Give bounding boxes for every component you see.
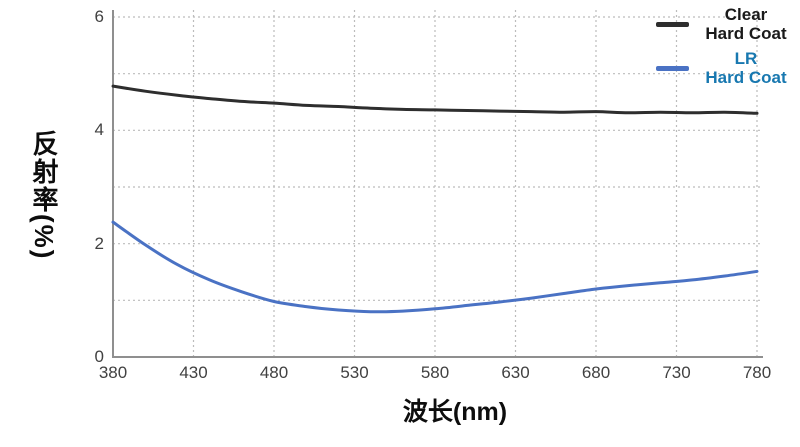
legend-label-lr-hard-coat: LR Hard Coat xyxy=(698,49,794,87)
x-axis-title: 波长(nm) xyxy=(402,398,508,426)
legend-entry-lr-hard-coat: LR Hard Coat xyxy=(656,49,794,87)
y-tick-label: 6 xyxy=(94,7,104,26)
y-tick-label: 2 xyxy=(94,233,104,253)
x-tick-label: 430 xyxy=(179,363,208,382)
x-tick-label: 780 xyxy=(742,363,772,382)
legend-label-line1: LR xyxy=(734,49,758,68)
x-tick-label: 630 xyxy=(501,363,530,382)
x-tick-label: 480 xyxy=(259,363,289,382)
x-tick-label: 580 xyxy=(420,363,450,382)
series-line-lr-hard-coat xyxy=(111,220,759,314)
x-tick-label: 380 xyxy=(98,363,128,382)
clear-hard-coat-line-swatch xyxy=(656,21,689,27)
legend-label-line1: Clear xyxy=(724,5,768,24)
legend-label-line2: Hard Coat xyxy=(705,68,787,87)
legend-label-line2: Hard Coat xyxy=(705,24,787,43)
y-tick-label: 0 xyxy=(94,347,104,366)
lr-hard-coat-line-swatch xyxy=(656,65,689,71)
legend: Clear Hard Coat LR Hard Coat xyxy=(656,5,794,87)
x-tick-label: 530 xyxy=(340,363,369,382)
x-tick-label: 730 xyxy=(662,363,691,382)
series-line-clear-hard-coat xyxy=(111,84,759,115)
legend-entry-clear-hard-coat: Clear Hard Coat xyxy=(656,5,794,43)
legend-label-clear-hard-coat: Clear Hard Coat xyxy=(698,5,794,43)
x-tick-label: 680 xyxy=(581,363,611,382)
y-axis-title: 反射率(%) xyxy=(29,129,59,261)
y-tick-label: 4 xyxy=(94,120,104,140)
